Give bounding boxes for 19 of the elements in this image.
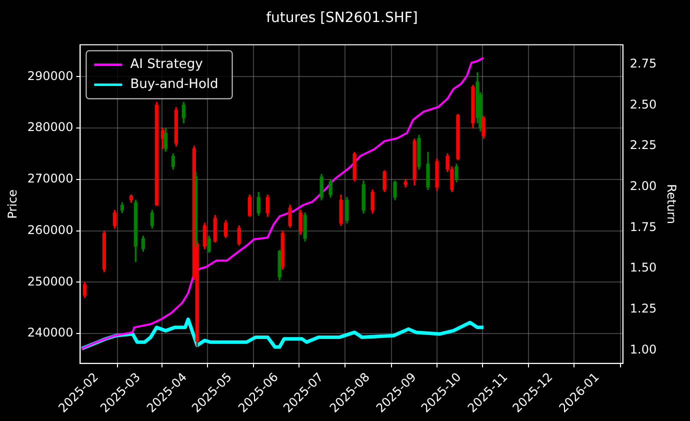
y-tick-label: 280000: [27, 120, 74, 134]
legend-label: Buy-and-Hold: [130, 77, 218, 92]
y-axis-title: Price: [5, 189, 20, 219]
y2-tick-label: 1.25: [630, 302, 657, 316]
legend-label: AI Strategy: [130, 57, 204, 72]
y2-tick-label: 1.75: [630, 220, 657, 234]
y2-tick-label: 2.25: [630, 138, 657, 152]
y2-tick-label: 1.00: [630, 342, 657, 356]
chart-title: futures [SN2601.SHF]: [266, 10, 418, 26]
y-tick-label: 250000: [27, 274, 74, 288]
y-tick-label: 290000: [27, 68, 74, 83]
y-tick-label: 240000: [27, 326, 74, 340]
y2-tick-label: 1.50: [630, 260, 657, 275]
y2-tick-label: 2.00: [630, 179, 657, 194]
y2-tick-label: 2.75: [630, 56, 657, 71]
y-tick-label: 260000: [27, 222, 74, 237]
y2-tick-label: 2.50: [630, 97, 657, 112]
y2-axis-title: Return: [664, 184, 679, 224]
y-tick-label: 270000: [27, 172, 74, 186]
